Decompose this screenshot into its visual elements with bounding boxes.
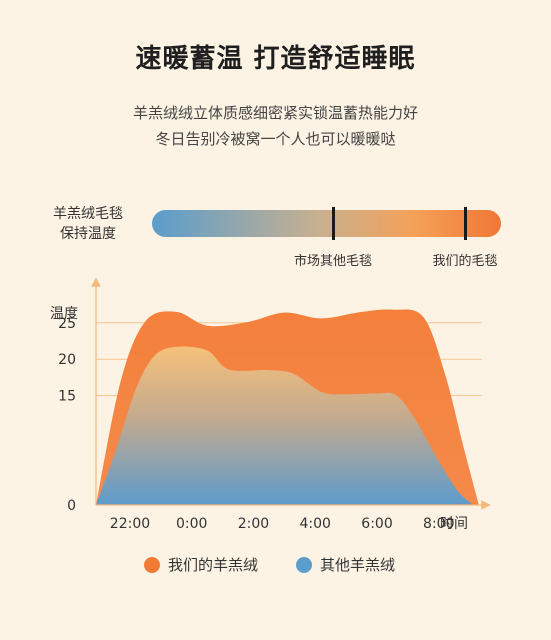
x-tick-label: 8:00 (423, 516, 454, 532)
x-axis-label: 时间 (440, 516, 468, 532)
warmth-marker-label-others: 市场其他毛毯 (293, 254, 372, 269)
page-title: 速暖蓄温 打造舒适睡眠 (135, 44, 416, 74)
y-tick-label-20: 20 (58, 352, 76, 368)
legend-item-others: 其他羊羔绒 (296, 554, 395, 575)
x-tick-label: 4:00 (300, 516, 331, 532)
legend-swatch-ours (144, 556, 160, 573)
x-tick-label: 2:00 (238, 516, 269, 532)
legend-item-ours: 我们的羊羔绒 (144, 554, 258, 575)
axes (91, 277, 491, 510)
x-tick-label: 22:00 (110, 516, 150, 532)
y-tick-label-25: 25 (58, 316, 76, 332)
warmth-marker-others (332, 207, 335, 240)
x-tick-label: 0:00 (176, 516, 207, 532)
y-tick-label-15: 15 (58, 389, 76, 405)
warmth-bar-label-line-1: 羊羔绒毛毯 (53, 206, 123, 222)
warmth-gradient-bar (152, 210, 501, 237)
area-series-others (96, 346, 473, 505)
legend-label-ours: 我们的羊羔绒 (168, 556, 259, 574)
warmth-marker-ours (464, 207, 467, 240)
warmth-marker-label-ours: 我们的毛毯 (432, 254, 498, 269)
y-axis-label: 温度 (50, 306, 78, 322)
legend-swatch-others (296, 556, 312, 573)
legend-label-others: 其他羊羔绒 (320, 556, 396, 574)
subtitle-line-1: 羊羔绒绒立体质感细密紧实锁温蓄热能力好 (132, 104, 418, 122)
area-series (96, 309, 479, 505)
warmth-bar-label-line-2: 保持温度 (60, 226, 116, 242)
y-tick-label-0: 0 (67, 498, 76, 514)
subtitle-line-2: 冬日告别冷被窝一个人也可以暖暖哒 (155, 130, 396, 148)
x-tick-label: 6:00 (361, 516, 392, 532)
